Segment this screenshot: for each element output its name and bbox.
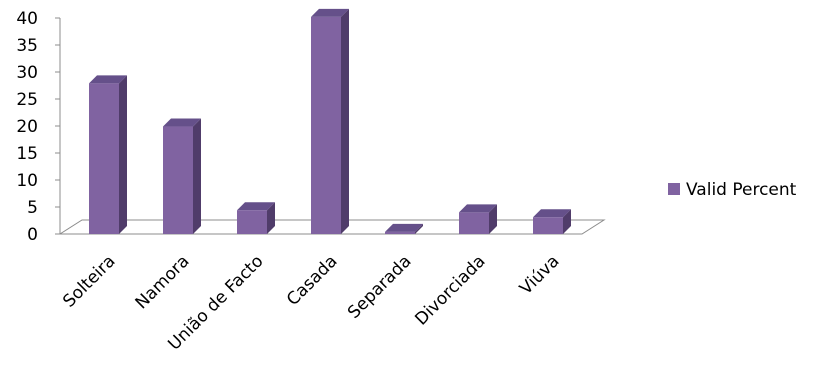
bar-top (385, 223, 423, 232)
bar-front (163, 126, 193, 234)
bar-5 (385, 223, 423, 234)
category-label: Namora (132, 251, 194, 313)
category-label: Solteira (59, 251, 119, 311)
bar-3 (237, 202, 275, 234)
bar-top (89, 75, 127, 84)
bar-side (267, 202, 275, 234)
bar-front (311, 16, 341, 235)
bar-top (311, 8, 349, 17)
bar-front (89, 83, 119, 234)
y-tick-label: 40 (16, 9, 38, 29)
bar-6 (459, 204, 497, 234)
bar-side (489, 204, 497, 234)
legend: Valid Percent (668, 180, 797, 200)
category-label: Casada (283, 251, 342, 310)
y-tick-label: 30 (16, 63, 38, 83)
bar-side (193, 118, 201, 234)
category-label: Separada (344, 251, 415, 322)
bar-front (533, 217, 563, 234)
bar-4 (311, 8, 349, 235)
y-tick-labels: 0 5 10 15 20 25 30 35 40 (16, 9, 38, 245)
bar-top (459, 204, 497, 213)
category-label: Viúva (516, 251, 564, 299)
bar-top (237, 202, 275, 211)
bars-layer (89, 8, 571, 235)
bar-top (533, 209, 571, 218)
bar-front (237, 210, 267, 234)
bar-side (341, 8, 349, 235)
bar-1 (89, 75, 127, 234)
y-tick-label: 0 (27, 225, 38, 245)
bar-front (385, 231, 415, 234)
bar-7 (533, 209, 571, 234)
y-tick-label: 35 (16, 36, 38, 56)
bar-side (119, 75, 127, 234)
y-tick-label: 15 (16, 144, 38, 164)
bar-top (163, 118, 201, 127)
y-tick-label: 10 (16, 171, 38, 191)
y-tick-label: 5 (27, 198, 38, 218)
bar-side (563, 209, 571, 234)
legend-label: Valid Percent (686, 180, 797, 200)
legend-swatch (668, 183, 680, 195)
category-label: Divorciada (411, 251, 489, 329)
bar-side (415, 223, 423, 234)
bar-front (459, 212, 489, 234)
bar-2 (163, 118, 201, 234)
y-tick-label: 20 (16, 117, 38, 137)
y-tick-label: 25 (16, 90, 38, 110)
